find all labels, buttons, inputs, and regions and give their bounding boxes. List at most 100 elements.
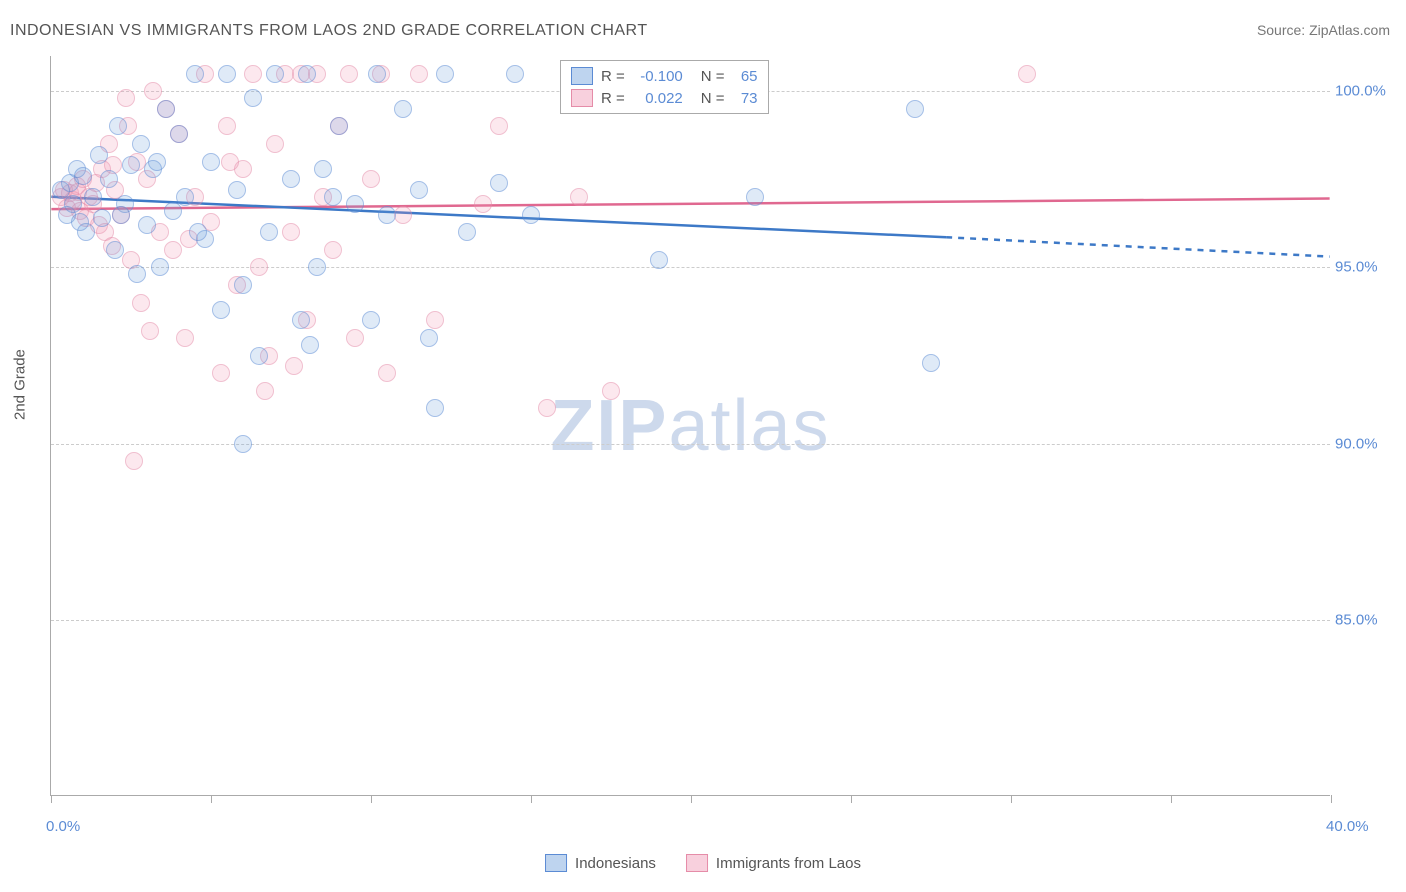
y-axis-label: 2nd Grade bbox=[12, 349, 29, 420]
data-point bbox=[394, 100, 412, 118]
source-label: Source: ZipAtlas.com bbox=[1257, 22, 1390, 38]
data-point bbox=[90, 146, 108, 164]
data-point bbox=[157, 100, 175, 118]
data-point bbox=[906, 100, 924, 118]
data-point bbox=[426, 311, 444, 329]
data-point bbox=[186, 65, 204, 83]
data-point bbox=[112, 206, 130, 224]
x-tick bbox=[531, 795, 532, 803]
legend-n-value-blue: 65 bbox=[733, 68, 758, 85]
y-tick-label: 95.0% bbox=[1335, 259, 1390, 276]
data-point bbox=[346, 195, 364, 213]
data-point bbox=[260, 223, 278, 241]
legend-r-label-blue: R = bbox=[601, 68, 625, 85]
data-point bbox=[122, 156, 140, 174]
x-tick bbox=[691, 795, 692, 803]
data-point bbox=[221, 153, 239, 171]
data-point bbox=[314, 160, 332, 178]
data-point bbox=[234, 435, 252, 453]
legend-n-value-pink: 73 bbox=[733, 90, 758, 107]
chart-container: INDONESIAN VS IMMIGRANTS FROM LAOS 2ND G… bbox=[0, 0, 1406, 892]
data-point bbox=[362, 170, 380, 188]
data-point bbox=[218, 117, 236, 135]
data-point bbox=[234, 276, 252, 294]
data-point bbox=[266, 65, 284, 83]
data-point bbox=[151, 258, 169, 276]
legend-r-value-blue: -0.100 bbox=[633, 68, 683, 85]
data-point bbox=[458, 223, 476, 241]
series-legend: Indonesians Immigrants from Laos bbox=[545, 854, 861, 872]
series-swatch-blue bbox=[545, 854, 567, 872]
data-point bbox=[100, 170, 118, 188]
data-point bbox=[602, 382, 620, 400]
gridline bbox=[51, 267, 1330, 268]
data-point bbox=[410, 65, 428, 83]
x-tick bbox=[1171, 795, 1172, 803]
data-point bbox=[308, 258, 326, 276]
data-point bbox=[362, 311, 380, 329]
data-point bbox=[189, 223, 207, 241]
data-point bbox=[490, 117, 508, 135]
data-point bbox=[506, 65, 524, 83]
x-tick-label: 40.0% bbox=[1326, 818, 1369, 835]
data-point bbox=[490, 174, 508, 192]
data-point bbox=[378, 206, 396, 224]
series-label-pink: Immigrants from Laos bbox=[716, 855, 861, 872]
x-tick bbox=[51, 795, 52, 803]
chart-title: INDONESIAN VS IMMIGRANTS FROM LAOS 2ND G… bbox=[10, 22, 648, 40]
data-point bbox=[1018, 65, 1036, 83]
data-point bbox=[410, 181, 428, 199]
data-point bbox=[202, 153, 220, 171]
data-point bbox=[176, 188, 194, 206]
data-point bbox=[250, 258, 268, 276]
data-point bbox=[244, 89, 262, 107]
data-point bbox=[117, 89, 135, 107]
correlation-legend: R = -0.100 N = 65 R = 0.022 N = 73 bbox=[560, 60, 769, 114]
data-point bbox=[650, 251, 668, 269]
gridline bbox=[51, 620, 1330, 621]
data-point bbox=[228, 181, 246, 199]
data-point bbox=[340, 65, 358, 83]
watermark-rest: atlas bbox=[668, 386, 830, 466]
data-point bbox=[164, 241, 182, 259]
x-tick bbox=[851, 795, 852, 803]
data-point bbox=[420, 329, 438, 347]
data-point bbox=[250, 347, 268, 365]
data-point bbox=[109, 117, 127, 135]
data-point bbox=[570, 188, 588, 206]
data-point bbox=[394, 206, 412, 224]
legend-swatch-pink bbox=[571, 89, 593, 107]
legend-r-label-pink: R = bbox=[601, 90, 625, 107]
data-point bbox=[64, 195, 82, 213]
data-point bbox=[436, 65, 454, 83]
data-point bbox=[324, 188, 342, 206]
x-tick bbox=[211, 795, 212, 803]
data-point bbox=[324, 241, 342, 259]
y-tick-label: 85.0% bbox=[1335, 611, 1390, 628]
data-point bbox=[330, 117, 348, 135]
legend-row-pink: R = 0.022 N = 73 bbox=[571, 87, 758, 109]
x-tick-label: 0.0% bbox=[46, 818, 80, 835]
source-text: ZipAtlas.com bbox=[1309, 22, 1390, 38]
data-point bbox=[256, 382, 274, 400]
data-point bbox=[141, 322, 159, 340]
data-point bbox=[285, 357, 303, 375]
data-point bbox=[922, 354, 940, 372]
data-point bbox=[282, 170, 300, 188]
data-point bbox=[218, 65, 236, 83]
data-point bbox=[282, 223, 300, 241]
data-point bbox=[212, 364, 230, 382]
data-point bbox=[77, 223, 95, 241]
x-tick bbox=[371, 795, 372, 803]
y-tick-label: 100.0% bbox=[1335, 83, 1390, 100]
data-point bbox=[746, 188, 764, 206]
data-point bbox=[148, 153, 166, 171]
legend-row-blue: R = -0.100 N = 65 bbox=[571, 65, 758, 87]
data-point bbox=[266, 135, 284, 153]
watermark: ZIPatlas bbox=[550, 385, 830, 467]
data-point bbox=[378, 364, 396, 382]
source-prefix: Source: bbox=[1257, 22, 1309, 38]
data-point bbox=[244, 65, 262, 83]
data-point bbox=[176, 329, 194, 347]
data-point bbox=[170, 125, 188, 143]
